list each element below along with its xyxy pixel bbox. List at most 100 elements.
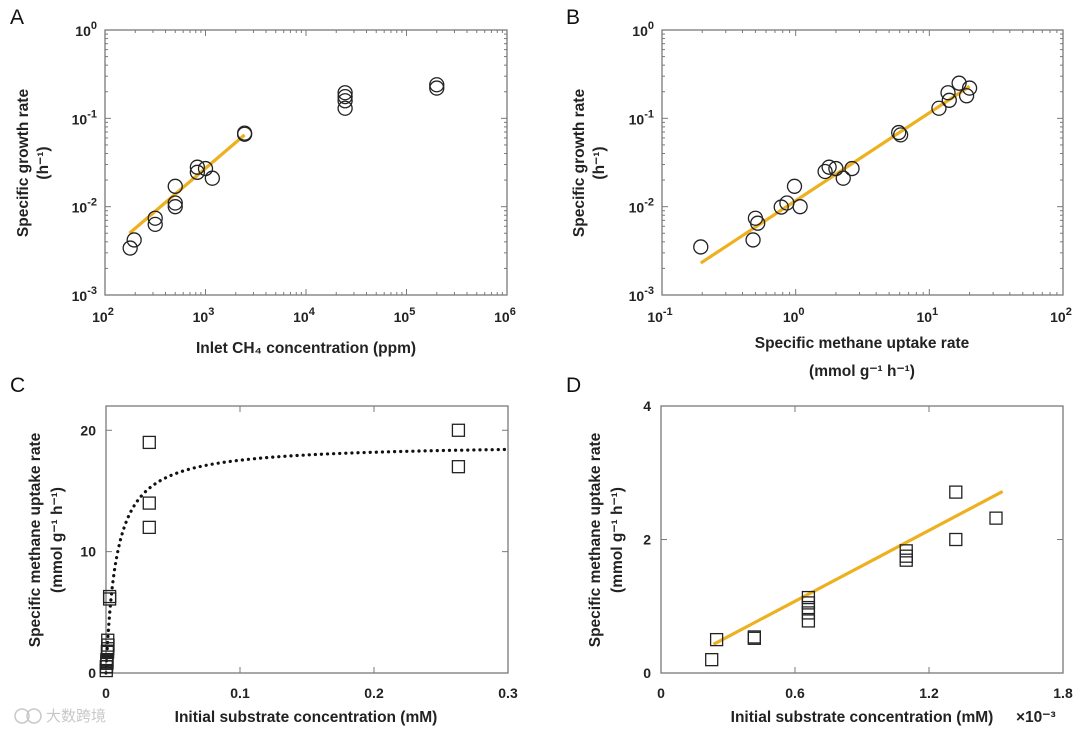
data-point [101, 638, 115, 652]
axes-box [105, 405, 509, 674]
y-tick-label: 100 [632, 20, 654, 39]
tick-base: 10 [647, 309, 663, 325]
x-tick-label: 0 [102, 685, 110, 701]
tick-exponent: 4 [309, 306, 316, 318]
tick-base: 10 [632, 23, 648, 39]
tick-base: 10 [293, 309, 309, 325]
data-point [451, 460, 466, 474]
x-tick-label: 102 [92, 306, 114, 325]
data-point [429, 77, 445, 93]
panel-c: C 0 0.1 0.2 0.3 0 10 20 Initial substrate concen… [10, 374, 518, 726]
panel-letter: D [566, 374, 581, 397]
data-point [958, 88, 975, 104]
x-tick-label: 106 [494, 306, 516, 325]
x-tick-label: 103 [193, 306, 215, 325]
y-tick-label: 10-1 [629, 108, 654, 127]
y-tick-label: 10-2 [72, 197, 97, 216]
data-point [167, 195, 183, 211]
data-point [931, 100, 947, 116]
x-tick-label: 0.3 [498, 685, 518, 701]
data-point [989, 511, 1003, 525]
tick-exponent: 2 [1066, 306, 1072, 318]
y-axis-label: (h⁻¹) [591, 146, 608, 179]
tick-base: 10 [92, 309, 108, 325]
data-point [835, 170, 851, 186]
data-point [892, 127, 909, 143]
data-point [891, 124, 907, 141]
axes-box [104, 29, 508, 296]
tick-base: 10 [783, 309, 799, 325]
panel-letter: C [10, 374, 25, 397]
y-axis-label: (mmol g⁻¹ h⁻¹) [609, 487, 626, 593]
x-tick-label: 0.1 [230, 685, 250, 701]
data-point [899, 553, 913, 567]
data-point [899, 544, 913, 558]
data-point [747, 631, 762, 645]
x-tick-label: 1.8 [1053, 685, 1073, 701]
watermark: 大数跨境 [14, 707, 106, 725]
tick-exponent: 2 [108, 306, 114, 318]
tick-exponent: 0 [91, 20, 97, 32]
data-point [709, 632, 724, 647]
data-point [705, 653, 719, 667]
y-axis-label: Specific growth rate [571, 89, 588, 238]
y-axis-label: Specific methane uptake rate [27, 432, 44, 647]
y-axis-label: (h⁻¹) [35, 146, 52, 179]
y-axis-label: (mmol g⁻¹ h⁻¹) [49, 487, 66, 593]
tick-exponent: -1 [663, 306, 673, 318]
data-point [167, 178, 183, 194]
y-tick-label: 10-1 [72, 108, 97, 127]
tick-exponent: 3 [208, 306, 214, 318]
data-point [189, 159, 206, 175]
tick-exponent: -2 [644, 197, 654, 209]
tick-base: 10 [494, 309, 510, 325]
tick-base: 10 [394, 309, 410, 325]
data-point [949, 532, 963, 547]
x-tick-label: 100 [783, 306, 805, 325]
data-point [801, 614, 816, 628]
tick-base: 10 [916, 309, 932, 325]
tick-base: 10 [629, 111, 645, 127]
tick-exponent: -3 [644, 285, 654, 297]
y-tick-label: 2 [643, 532, 651, 548]
tick-base: 10 [75, 23, 91, 39]
data-point [100, 653, 114, 667]
y-tick-label: 100 [75, 20, 97, 39]
data-point [745, 232, 761, 248]
data-point [951, 75, 967, 91]
tick-exponent: -3 [87, 285, 97, 297]
fit-curve [104, 447, 510, 675]
tick-base: 10 [193, 309, 209, 325]
data-point [941, 92, 957, 108]
data-point [126, 232, 142, 248]
x-tick-label: 102 [1050, 306, 1072, 325]
tick-base: 10 [72, 200, 88, 216]
y-tick-label: 20 [80, 422, 96, 438]
data-point [451, 423, 466, 437]
panel-d: D 0 0.6 1.2 1.8 0 2 4 Initial substrate concentr… [566, 374, 1073, 726]
data-point [844, 160, 860, 177]
data-point [821, 159, 837, 175]
x-axis-label: Inlet CH₄ concentration (ppm) [196, 340, 416, 357]
data-point [750, 215, 766, 231]
data-point [828, 160, 844, 177]
data-point [429, 80, 445, 96]
data-point [337, 93, 353, 109]
data-point [940, 85, 956, 101]
tick-exponent: -2 [87, 197, 97, 209]
axes-box [661, 29, 1064, 296]
y-axis-label: Specific growth rate [15, 89, 32, 238]
y-tick-label: 10-3 [72, 285, 97, 304]
y-tick-label: 0 [88, 665, 96, 681]
panel-letter: A [10, 6, 24, 29]
tick-exponent: 6 [510, 306, 516, 318]
fit-line [712, 490, 1004, 646]
data-point [122, 240, 138, 256]
data-point [817, 163, 833, 180]
x-tick-label: 1.2 [919, 685, 939, 701]
x-axis-label: Initial substrate concentration (mM) [731, 709, 994, 726]
data-point [147, 210, 163, 226]
data-point [142, 496, 156, 510]
x-tick-label: 0 [657, 685, 665, 701]
